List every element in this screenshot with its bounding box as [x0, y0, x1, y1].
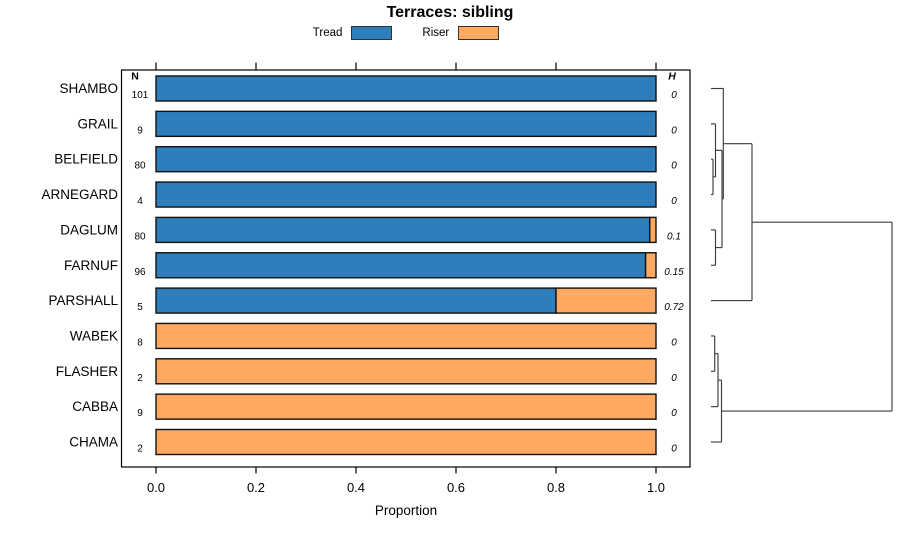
legend-label-tread: Tread [312, 27, 343, 39]
n-value: 4 [137, 196, 143, 207]
h-value: 0 [671, 90, 677, 101]
row-label: PARSHALL [48, 293, 118, 308]
x-tick-label: 0.8 [547, 480, 565, 495]
bar-segment-tread [155, 216, 651, 244]
x-tick-label: 0.4 [347, 480, 365, 495]
n-value: 8 [137, 337, 143, 348]
h-value: 0.72 [664, 302, 684, 313]
bar-segment-tread [155, 110, 657, 138]
bar-segment-tread [155, 75, 657, 102]
bar-segment-riser [155, 428, 657, 456]
row-label: GRAIL [77, 116, 118, 131]
row-label: FLASHER [56, 364, 119, 379]
n-value: 96 [134, 267, 146, 278]
n-value: 9 [137, 408, 143, 419]
bar-segment-riser [644, 252, 657, 279]
h-value: 0 [671, 373, 677, 384]
row-label: CABBA [72, 399, 118, 414]
h-column-header: H [668, 71, 676, 83]
h-value: 0 [671, 125, 677, 136]
row-label: WABEK [70, 328, 118, 343]
n-value: 101 [132, 90, 149, 101]
n-value: 9 [137, 125, 143, 136]
legend-item-riser: Riser [422, 26, 500, 40]
legend-swatch-tread-icon [351, 26, 393, 40]
row-label: CHAMA [69, 435, 118, 450]
n-column-header: N [131, 71, 139, 83]
legend-item-tread: Tread [313, 26, 393, 40]
bar-segment-tread [155, 287, 557, 314]
row-label: BELFIELD [54, 152, 118, 167]
n-value: 2 [137, 373, 143, 384]
bar-segment-riser [155, 393, 657, 420]
row-label: SHAMBO [59, 81, 118, 96]
row-label: DAGLUM [60, 222, 118, 237]
h-value: 0 [671, 337, 677, 348]
bar-segment-riser [155, 322, 657, 350]
n-value: 80 [134, 161, 146, 172]
h-value: 0 [671, 408, 677, 419]
n-value: 2 [137, 444, 143, 455]
x-tick-label: 0.0 [147, 480, 165, 495]
x-tick-label: 1.0 [647, 480, 665, 495]
n-value: 5 [137, 302, 143, 313]
bar-segment-tread [155, 252, 647, 279]
chart-legend: Tread Riser [56, 26, 756, 40]
n-value: 80 [134, 231, 146, 242]
bar-segment-tread [155, 145, 657, 173]
x-axis-label: Proportion [374, 503, 438, 518]
h-value: 0.15 [664, 267, 684, 278]
chart-title: Terraces: sibling [386, 4, 514, 21]
h-value: 0 [671, 196, 677, 207]
bar-segment-tread [155, 181, 657, 208]
h-value: 0 [671, 444, 677, 455]
h-value: 0.1 [667, 231, 681, 242]
bar-segment-riser [555, 287, 657, 314]
bar-segment-riser [155, 358, 657, 385]
legend-label-riser: Riser [422, 27, 450, 39]
h-value: 0 [671, 161, 677, 172]
x-tick-label: 0.2 [247, 480, 265, 495]
row-label: ARNEGARD [41, 187, 118, 202]
x-tick-label: 0.6 [447, 480, 465, 495]
legend-swatch-riser-icon [458, 26, 500, 40]
bar-segment-riser [649, 216, 657, 244]
row-label: FARNUF [64, 258, 118, 273]
